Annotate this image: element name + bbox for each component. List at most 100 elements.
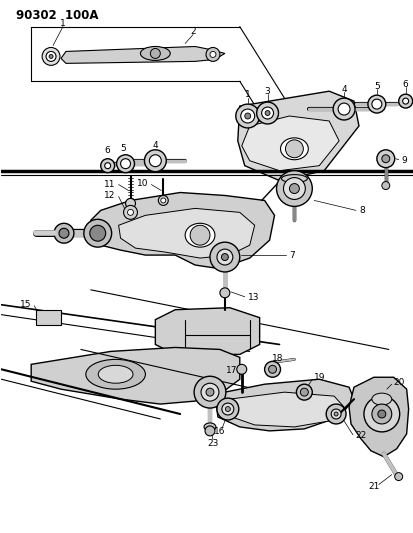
Circle shape [201, 383, 218, 401]
Text: 21: 21 [367, 482, 379, 491]
Circle shape [363, 396, 399, 432]
Ellipse shape [85, 359, 145, 389]
Circle shape [235, 104, 259, 128]
Circle shape [120, 159, 130, 168]
Text: 18: 18 [271, 354, 282, 363]
Circle shape [376, 150, 394, 168]
Text: 12: 12 [104, 191, 115, 200]
Circle shape [123, 205, 137, 219]
Ellipse shape [185, 223, 214, 247]
Circle shape [209, 52, 216, 58]
Polygon shape [214, 379, 353, 431]
Circle shape [225, 407, 230, 411]
Polygon shape [229, 392, 343, 427]
Text: 10: 10 [137, 179, 148, 188]
Circle shape [268, 365, 276, 373]
Polygon shape [31, 348, 239, 404]
Circle shape [330, 409, 340, 419]
Polygon shape [155, 308, 259, 354]
Text: 20: 20 [393, 378, 404, 387]
Circle shape [221, 403, 233, 415]
Circle shape [283, 177, 305, 199]
Circle shape [158, 196, 168, 205]
Circle shape [221, 254, 228, 261]
Polygon shape [88, 192, 274, 268]
Circle shape [116, 155, 134, 173]
Text: 19: 19 [313, 373, 325, 382]
Circle shape [216, 398, 238, 420]
Text: 4: 4 [340, 85, 346, 94]
Text: 16: 16 [214, 427, 225, 437]
Circle shape [289, 183, 299, 193]
Circle shape [381, 155, 389, 163]
Circle shape [206, 47, 219, 61]
Text: 9: 9 [401, 156, 406, 165]
Circle shape [206, 388, 214, 396]
Circle shape [100, 159, 114, 173]
Circle shape [190, 225, 209, 245]
Circle shape [49, 54, 53, 59]
Text: 1: 1 [60, 19, 66, 28]
Circle shape [398, 94, 412, 108]
Circle shape [367, 95, 385, 113]
Bar [36, 310, 61, 325]
Circle shape [300, 388, 308, 396]
Circle shape [42, 47, 60, 66]
Circle shape [46, 52, 56, 61]
Text: 6: 6 [104, 146, 110, 155]
Circle shape [160, 198, 165, 203]
Circle shape [402, 98, 408, 104]
Circle shape [256, 102, 278, 124]
Circle shape [261, 107, 273, 119]
Circle shape [276, 171, 311, 206]
Text: 6: 6 [402, 80, 408, 88]
Circle shape [204, 426, 214, 436]
Circle shape [144, 150, 166, 172]
Circle shape [381, 182, 389, 190]
Ellipse shape [204, 423, 216, 431]
Circle shape [337, 103, 349, 115]
Circle shape [149, 155, 161, 167]
Circle shape [209, 242, 239, 272]
Circle shape [332, 98, 354, 120]
Circle shape [240, 109, 254, 123]
Polygon shape [348, 377, 408, 457]
Circle shape [219, 288, 229, 298]
Circle shape [59, 228, 69, 238]
Circle shape [325, 404, 345, 424]
Text: 17: 17 [226, 366, 237, 375]
Text: 3: 3 [264, 87, 270, 96]
Circle shape [244, 113, 250, 119]
Polygon shape [237, 91, 358, 181]
Circle shape [264, 361, 280, 377]
Circle shape [127, 209, 133, 215]
Circle shape [394, 473, 402, 481]
Circle shape [264, 110, 269, 116]
Text: 11: 11 [104, 180, 115, 189]
Circle shape [216, 249, 232, 265]
Polygon shape [118, 208, 254, 258]
Circle shape [194, 376, 225, 408]
Circle shape [90, 225, 105, 241]
Ellipse shape [98, 365, 133, 383]
Circle shape [54, 223, 74, 243]
Text: 13: 13 [247, 293, 259, 302]
Circle shape [236, 365, 246, 374]
Circle shape [296, 384, 311, 400]
Text: 23: 23 [207, 439, 218, 448]
Text: 2: 2 [190, 27, 195, 36]
Circle shape [333, 412, 337, 416]
Circle shape [371, 404, 391, 424]
Text: 15: 15 [20, 300, 31, 309]
Text: 22: 22 [354, 431, 366, 440]
Text: 7: 7 [289, 251, 294, 260]
Ellipse shape [140, 46, 170, 60]
Text: 5: 5 [373, 82, 379, 91]
Circle shape [104, 163, 110, 168]
Circle shape [371, 99, 381, 109]
Text: 8: 8 [358, 206, 364, 215]
Text: 5: 5 [121, 144, 126, 154]
Ellipse shape [371, 393, 391, 405]
Circle shape [285, 140, 303, 158]
Text: 4: 4 [152, 141, 158, 150]
